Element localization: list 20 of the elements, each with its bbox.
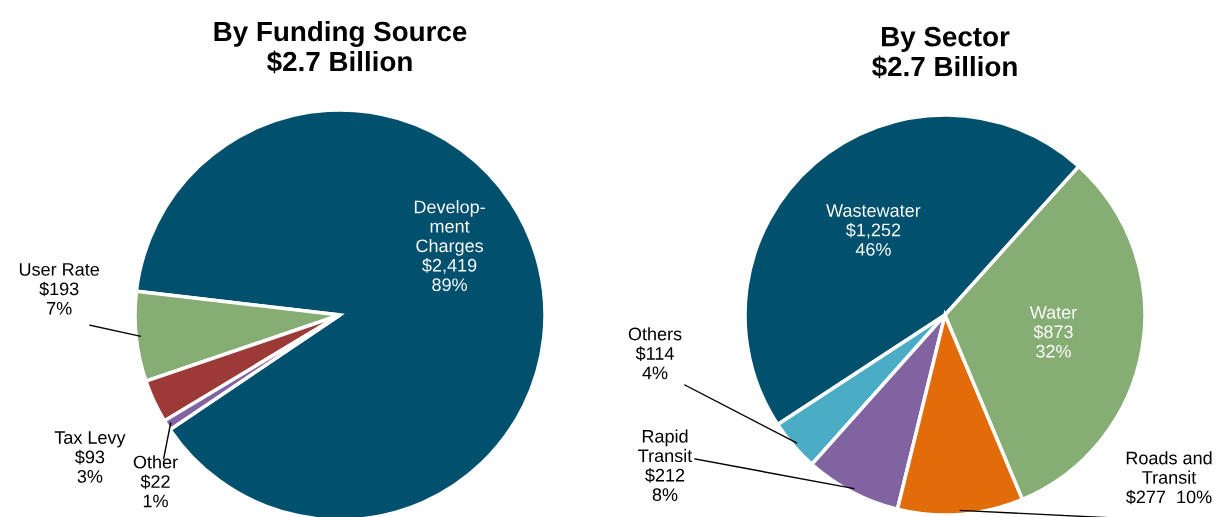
- data-label: $277 10%: [1126, 489, 1212, 505]
- data-label: $193 7%: [39, 281, 79, 315]
- slice-label: Develop- ment Charges: [414, 200, 485, 256]
- data-label: $873 32%: [1033, 324, 1073, 358]
- data-label: $212 8%: [645, 468, 685, 502]
- slice-label: Others: [628, 327, 682, 341]
- slice-label: Tax Levy: [54, 431, 126, 448]
- slice-label: Roads and Transit: [1126, 451, 1212, 484]
- slice-label: User Rate: [19, 263, 99, 276]
- chart-title: By Sector $2.7 Billion: [872, 26, 1017, 79]
- data-label: $1,252 46%: [845, 222, 901, 256]
- slice-label: Other: [133, 455, 178, 469]
- slice-label: Wastewater: [826, 204, 921, 217]
- data-label: $114 4%: [635, 346, 674, 380]
- data-label: $22 1%: [140, 474, 170, 508]
- chart-title: By Funding Source $2.7 Billion: [214, 20, 467, 74]
- slice-label: Water: [1029, 306, 1077, 319]
- slice-label: Rapid Transit: [638, 429, 693, 463]
- data-label: $93 3%: [75, 449, 105, 483]
- data-label: $2,419 89%: [422, 258, 477, 292]
